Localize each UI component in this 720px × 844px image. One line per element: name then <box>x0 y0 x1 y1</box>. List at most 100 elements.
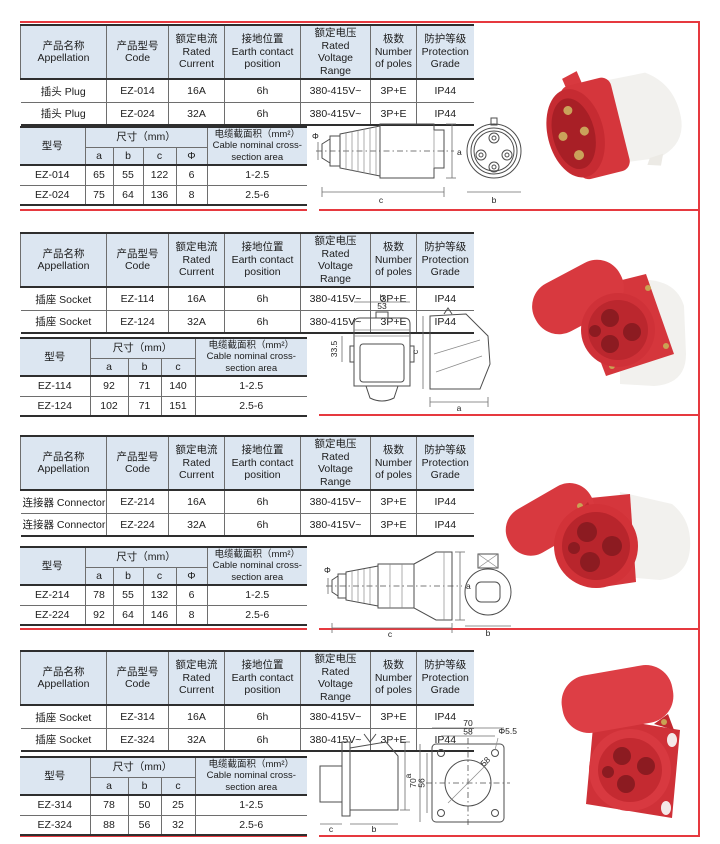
dim-header-row: 型号 尺寸（mm） 电缆截面积（mm²） Cable nominal cross-… <box>20 337 307 377</box>
dim-label-58-top: 58 <box>463 727 473 737</box>
header-en: Protection Grade <box>421 45 469 71</box>
cell-code: EZ-024 <box>106 101 169 126</box>
header-zh: 额定电流 <box>175 33 218 46</box>
cell-earth-position: 6h <box>224 704 301 729</box>
dim-size-col: b <box>127 776 162 796</box>
cell-cable: 2.5-6 <box>194 395 307 417</box>
dim-table-socket-panel: 型号 尺寸（mm） 电缆截面积（mm²） Cable nominal cross-… <box>20 756 307 837</box>
rule-top <box>20 21 700 23</box>
dim-header-row: 型号 尺寸（mm） 电缆截面积（mm²） Cable nominal cross-… <box>20 756 307 796</box>
cell-b: 64 <box>112 604 144 626</box>
cell-a: 75 <box>84 184 114 206</box>
cell-poles: 3P+E <box>370 512 417 537</box>
header-zh: 接地位置 <box>241 33 284 46</box>
cell-voltage: 380-415V~ <box>300 78 371 103</box>
cable-zh: 电缆截面积（mm²） <box>214 549 301 560</box>
cell-model: EZ-124 <box>20 395 91 417</box>
cell-voltage: 380-415V~ <box>300 309 371 334</box>
cell-earth-position: 6h <box>224 309 301 334</box>
cell-rated-current: 32A <box>168 101 225 126</box>
spec-header-cell: 产品型号 Code <box>106 232 169 288</box>
cell-voltage: 380-415V~ <box>300 704 371 729</box>
dim-label-a: a <box>457 403 462 412</box>
spec-header-cell: 防护等级 Protection Grade <box>416 650 474 706</box>
technical-drawing-connector: Φ c a b <box>324 551 512 638</box>
dim-row: EZ-124 102 71 151 2.5-6 <box>20 395 307 417</box>
dim-size-col: a <box>89 776 129 796</box>
dim-row: EZ-214 78 55 132 6 1-2.5 <box>20 584 307 606</box>
dim-label-b: b <box>492 195 497 205</box>
cell-c: 140 <box>160 375 196 397</box>
cable-en: Cable nominal cross-section area <box>206 770 296 793</box>
technical-drawing-socket-panel: a b c 58 70 58 70 56 Φ5.5 <box>319 718 517 834</box>
cell-b: 55 <box>112 584 144 606</box>
cell-voltage: 380-415V~ <box>300 286 371 311</box>
cell-earth-position: 6h <box>224 512 301 537</box>
header-en: Protection Grade <box>421 456 469 482</box>
spec-header-cell: 额定电压 Rated Voltage Range <box>300 232 371 288</box>
header-zh: 极数 <box>383 33 404 46</box>
header-zh: 产品名称 <box>42 247 85 260</box>
dim-label-phi: Φ <box>312 131 319 141</box>
cell-b: 50 <box>127 794 162 816</box>
spec-header-cell: 产品名称 Appellation <box>20 435 107 491</box>
cell-voltage: 380-415V~ <box>300 489 371 514</box>
header-zh: 额定电流 <box>175 444 218 457</box>
rule-sep2-right <box>319 414 700 416</box>
header-zh: 产品名称 <box>42 450 85 463</box>
cell-a: 88 <box>89 814 129 836</box>
header-zh: 额定电压 <box>314 27 357 39</box>
header-en: Code <box>124 260 151 273</box>
header-zh: 防护等级 <box>424 241 467 254</box>
cell-code: EZ-314 <box>106 704 169 729</box>
header-zh: 额定电压 <box>314 438 357 450</box>
header-en: Earth contact position <box>231 671 294 697</box>
header-en: Number of poles <box>374 671 413 697</box>
cell-model: EZ-324 <box>20 814 91 836</box>
cell-cable: 2.5-6 <box>206 184 307 206</box>
spec-header-cell: 防护等级 Protection Grade <box>416 24 474 80</box>
dim-size-col: a <box>89 357 129 377</box>
header-zh: 防护等级 <box>424 33 467 46</box>
cell-code: EZ-114 <box>106 286 169 311</box>
cell-protection: IP44 <box>416 512 474 537</box>
spec-row: 插座 Socket EZ-314 16A 6h 380-415V~ 3P+E I… <box>20 704 474 729</box>
product-photo-plug <box>546 71 682 180</box>
spec-header-cell: 极数 Number of poles <box>370 24 417 80</box>
spec-header-cell: 接地位置 Earth contact position <box>224 232 301 288</box>
dim-label-a: a <box>403 773 413 778</box>
dim-label-a: a <box>466 581 471 591</box>
rule-sep3-right <box>319 628 700 630</box>
dim-size-col: Φ <box>175 146 207 166</box>
cell-voltage: 380-415V~ <box>300 512 371 537</box>
dim-row: EZ-324 88 56 32 2.5-6 <box>20 814 307 836</box>
cell-appellation: 连接器 Connector <box>20 489 107 514</box>
cell-model: EZ-314 <box>20 794 91 816</box>
cell-cable: 1-2.5 <box>206 164 307 186</box>
spec-header-cell: 产品型号 Code <box>106 435 169 491</box>
technical-drawing-plug: Φ a c b <box>312 117 522 205</box>
cell-a: 78 <box>84 584 114 606</box>
header-en: Rated Voltage Range <box>317 665 354 703</box>
cell-model: EZ-114 <box>20 375 91 397</box>
dim-size-col: c <box>142 146 177 166</box>
rule-sep3-left <box>20 628 307 630</box>
cell-a: 92 <box>89 375 129 397</box>
cell-cable: 2.5-6 <box>194 814 307 836</box>
dim-label-c: c <box>388 629 393 638</box>
header-zh: 产品型号 <box>116 450 159 463</box>
header-en: Protection Grade <box>421 671 469 697</box>
spec-header-row: 产品名称 Appellation 产品型号 Code 额定电流 Rated Current… <box>20 435 474 491</box>
header-en: Appellation <box>37 678 90 691</box>
dim-size-col: c <box>160 776 195 796</box>
cell-protection: IP44 <box>416 727 474 752</box>
header-zh: 极数 <box>383 659 404 672</box>
header-zh: 产品名称 <box>42 665 85 678</box>
dim-header-size: 尺寸（mm） <box>89 756 196 778</box>
dim-size-col: c <box>142 566 177 586</box>
cable-zh: 电缆截面积（mm²） <box>214 129 301 140</box>
spec-table-connector: 产品名称 Appellation 产品型号 Code 额定电流 Rated Current… <box>20 435 474 538</box>
cell-phi: 6 <box>175 164 208 186</box>
header-zh: 额定电压 <box>314 235 357 247</box>
spec-row: 连接器 Connector EZ-214 16A 6h 380-415V~ 3P… <box>20 489 474 514</box>
